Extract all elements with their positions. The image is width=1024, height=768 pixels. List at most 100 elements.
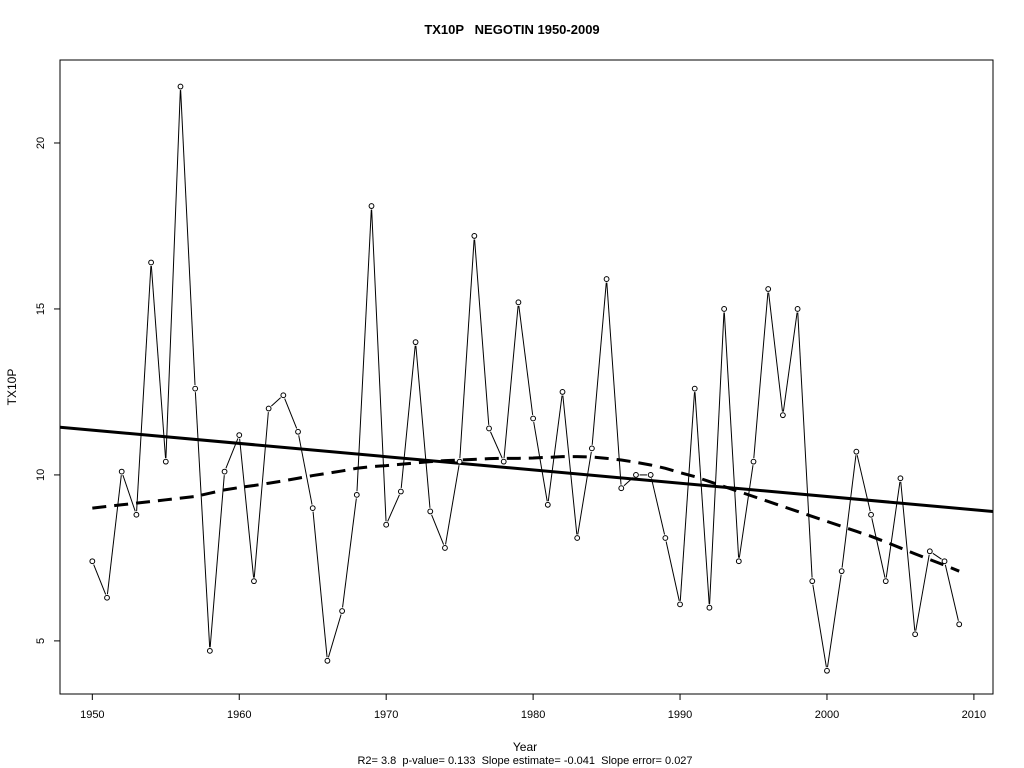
x-tick-label: 1950	[80, 709, 104, 721]
smoothed-line	[92, 455, 960, 573]
data-point	[530, 415, 537, 422]
series-segment	[445, 465, 460, 545]
series-segment	[518, 305, 534, 415]
series-segment	[900, 481, 916, 631]
data-point	[280, 392, 287, 399]
data-point	[662, 535, 669, 541]
series-segment	[298, 435, 313, 505]
series-segment	[431, 514, 445, 545]
x-axis-label: Year	[512, 740, 538, 754]
series-segment	[342, 498, 357, 608]
data-point	[779, 412, 786, 419]
series-segment	[312, 511, 328, 658]
data-point	[721, 306, 728, 312]
data-point	[735, 558, 742, 565]
series-segment	[932, 552, 942, 560]
data-point	[706, 604, 713, 611]
series-layer	[60, 83, 993, 674]
data-point	[339, 608, 346, 614]
data-point	[574, 535, 581, 541]
y-tick-label: 20	[35, 137, 47, 149]
regression-stats: R2= 3.8 p-value= 0.133 Slope estimate= -…	[357, 755, 693, 767]
series-segment	[150, 266, 167, 459]
data-point	[603, 276, 610, 282]
data-point	[765, 286, 772, 292]
data-point	[383, 521, 390, 528]
series-segment	[239, 438, 255, 578]
series-segment	[562, 395, 578, 535]
series-segment	[591, 282, 607, 445]
data-point	[133, 511, 140, 518]
series-segment	[165, 90, 181, 459]
series-segment	[797, 312, 813, 578]
data-point	[633, 472, 639, 478]
data-point	[89, 558, 96, 565]
data-point	[559, 389, 566, 395]
series-segment	[547, 395, 563, 502]
data-point	[427, 508, 434, 515]
series-segment	[533, 421, 548, 502]
series-segment	[665, 541, 680, 601]
series-segment	[944, 564, 959, 621]
y-tick-label: 10	[35, 469, 47, 481]
data-point	[368, 203, 375, 209]
series-segment	[284, 398, 298, 429]
y-tick-label: 15	[35, 303, 47, 315]
series-segment	[106, 475, 122, 595]
data-point	[544, 501, 551, 508]
data-point	[162, 458, 169, 465]
series-segment	[93, 564, 107, 595]
data-point	[618, 485, 625, 492]
data-point	[912, 631, 919, 638]
series-segment	[459, 239, 475, 459]
series-segment	[709, 312, 725, 605]
plot-frame	[59, 59, 994, 695]
data-point	[206, 647, 213, 654]
series-segment	[723, 312, 740, 558]
data-point	[809, 578, 816, 585]
data-point	[265, 405, 272, 412]
series-segment	[225, 438, 239, 469]
series-segment	[577, 451, 592, 535]
data-point	[853, 448, 860, 455]
series-segment	[270, 397, 281, 407]
data-point	[882, 578, 889, 585]
series-segment	[136, 266, 152, 512]
data-point	[500, 458, 507, 465]
data-point	[750, 458, 757, 465]
data-point	[838, 568, 845, 575]
x-tick-label: 1990	[668, 709, 692, 721]
data-point	[251, 578, 257, 585]
series-segment	[209, 475, 225, 648]
series-segment	[490, 431, 503, 459]
data-point	[588, 445, 595, 452]
y-tick-label: 5	[35, 638, 47, 644]
series-segment	[474, 239, 490, 425]
series-segment	[738, 465, 754, 558]
data-point	[397, 488, 404, 495]
series-segment	[400, 345, 416, 488]
series-segment	[327, 614, 342, 658]
series-segment	[415, 345, 431, 508]
data-point	[868, 511, 874, 518]
x-tick-label: 2000	[815, 709, 839, 721]
series-segment	[387, 494, 400, 522]
y-axis-label: TX10P	[5, 368, 19, 406]
series-segment	[827, 574, 842, 668]
data-point	[295, 428, 301, 435]
series-segment	[356, 209, 372, 492]
series-segment	[885, 481, 901, 578]
data-point	[353, 491, 360, 498]
series-segment	[679, 392, 695, 601]
series-segment	[503, 305, 519, 459]
data-point	[486, 425, 492, 432]
data-point	[647, 472, 654, 478]
data-point	[926, 548, 933, 555]
data-point	[104, 594, 110, 601]
trend-line	[60, 425, 993, 513]
series-segment	[871, 518, 886, 578]
series-segment	[253, 412, 269, 578]
data-point	[941, 558, 948, 565]
